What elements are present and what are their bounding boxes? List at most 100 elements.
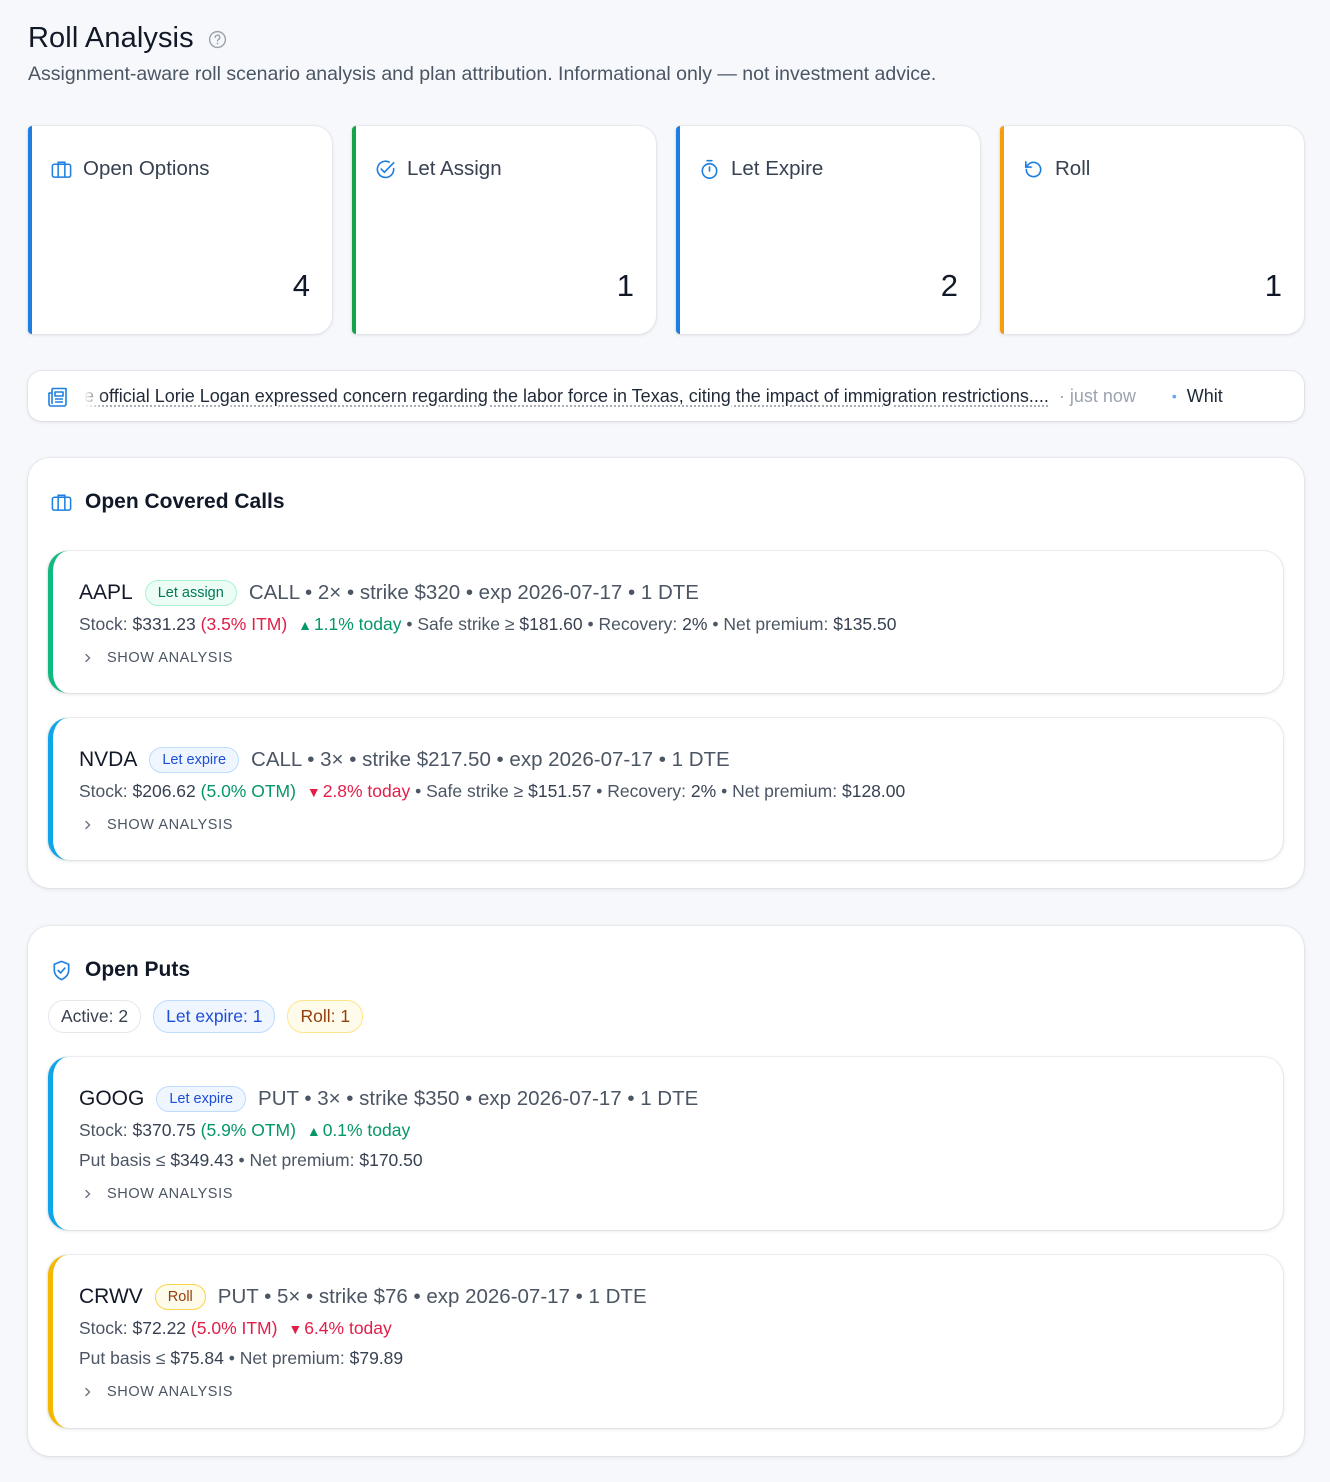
chip-let-expire[interactable]: Let expire: 1 bbox=[153, 1000, 276, 1033]
put-summary-chips: Active: 2 Let expire: 1 Roll: 1 bbox=[48, 1000, 364, 1033]
recovery-value: 2% bbox=[690, 781, 717, 801]
chip-roll[interactable]: Roll: 1 bbox=[287, 1000, 364, 1033]
up-arrow-icon: ▲ bbox=[298, 617, 312, 633]
stock-price: $370.75 bbox=[132, 1120, 196, 1140]
chip-value: 1 bbox=[340, 1006, 351, 1026]
daily-change: 6.4% today bbox=[304, 1318, 392, 1338]
ticker-time: · just now bbox=[1058, 385, 1136, 406]
net-premium-label: • Net premium: bbox=[721, 781, 838, 801]
chip-value: 1 bbox=[252, 1006, 263, 1026]
show-analysis-label: SHOW ANALYSIS bbox=[107, 1384, 233, 1400]
show-analysis-label: SHOW ANALYSIS bbox=[107, 817, 233, 833]
contract-description: PUT • 3× • strike $350 • exp 2026-07-17 … bbox=[258, 1087, 699, 1110]
symbol: CRWV bbox=[79, 1285, 143, 1308]
stock-line: Stock: $370.75 (5.9% OTM) ▲ 0.1% today bbox=[79, 1120, 410, 1141]
chip-label: Roll: bbox=[300, 1006, 336, 1026]
chevron-right-icon bbox=[85, 820, 91, 830]
stock-line: Stock: $206.62 (5.0% OTM) ▼ 2.8% today • … bbox=[79, 781, 905, 802]
chip-label: Let expire: bbox=[166, 1006, 248, 1026]
stock-label: Stock: bbox=[79, 614, 128, 634]
safe-strike-label: • Safe strike ≥ bbox=[406, 614, 515, 634]
recovery-label: • Recovery: bbox=[596, 781, 687, 801]
covered-calls-panel: Open Covered Calls AAPL Let assign CALL … bbox=[28, 458, 1304, 888]
stat-card-roll[interactable]: Roll 1 bbox=[1000, 126, 1304, 334]
plan-badge: Let expire bbox=[149, 747, 240, 773]
ticker-track: serve official Lorie Logan expressed con… bbox=[84, 371, 1284, 421]
stopwatch-icon bbox=[701, 159, 718, 179]
position-card-aapl: AAPL Let assign CALL • 2× • strike $320 … bbox=[48, 551, 1283, 693]
stock-price: $72.22 bbox=[132, 1318, 187, 1338]
net-premium-value: $79.89 bbox=[349, 1348, 404, 1368]
stat-label: Open Options bbox=[83, 157, 210, 180]
open-puts-panel: Open Puts Active: 2 Let expire: 1 Roll: … bbox=[28, 926, 1304, 1456]
ticker-headline[interactable]: serve official Lorie Logan expressed con… bbox=[84, 385, 1049, 406]
put-basis-label: Put basis ≤ bbox=[79, 1348, 166, 1368]
net-premium-value: $128.00 bbox=[841, 781, 906, 801]
contract-description: PUT • 5× • strike $76 • exp 2026-07-17 •… bbox=[217, 1285, 647, 1308]
net-premium-label: • Net premium: bbox=[228, 1348, 345, 1368]
section-title: Open Covered Calls bbox=[85, 490, 285, 513]
net-premium-value: $135.50 bbox=[833, 614, 897, 634]
chevron-right-icon bbox=[85, 1387, 91, 1397]
daily-change: 0.1% today bbox=[322, 1120, 411, 1140]
stat-value: 4 bbox=[292, 268, 310, 303]
stat-label: Let Assign bbox=[407, 157, 502, 180]
stat-value: 1 bbox=[616, 268, 634, 303]
stat-label: Let Expire bbox=[731, 157, 824, 180]
contract-description: CALL • 2× • strike $320 • exp 2026-07-17… bbox=[248, 581, 699, 604]
newspaper-icon bbox=[48, 387, 67, 407]
shield-check-icon bbox=[53, 960, 70, 980]
contract-description: CALL • 3× • strike $217.50 • exp 2026-07… bbox=[251, 748, 730, 771]
chip-value: 2 bbox=[118, 1006, 129, 1026]
ticker-separator: • bbox=[1171, 388, 1177, 404]
stat-value: 2 bbox=[940, 268, 958, 303]
put-basis-label: Put basis ≤ bbox=[79, 1150, 166, 1170]
briefcase-icon bbox=[51, 494, 72, 511]
symbol: GOOG bbox=[79, 1087, 145, 1110]
plan-badge: Roll bbox=[154, 1284, 206, 1310]
net-premium-label: • Net premium: bbox=[712, 614, 829, 634]
show-analysis-label: SHOW ANALYSIS bbox=[107, 650, 233, 666]
daily-change: 2.8% today bbox=[322, 781, 411, 801]
page-title: Roll Analysis bbox=[28, 22, 194, 54]
stat-label: Roll bbox=[1055, 157, 1091, 180]
moneyness: (5.0% ITM) bbox=[190, 1318, 278, 1338]
news-ticker[interactable]: serve official Lorie Logan expressed con… bbox=[28, 371, 1304, 421]
stock-label: Stock: bbox=[79, 1318, 128, 1338]
stat-card-let-expire[interactable]: Let Expire 2 bbox=[676, 126, 980, 334]
show-analysis-toggle[interactable]: SHOW ANALYSIS bbox=[83, 650, 233, 666]
safe-strike-label: • Safe strike ≥ bbox=[415, 781, 524, 801]
put-basis-value: $349.43 bbox=[170, 1150, 234, 1170]
recovery-value: 2% bbox=[682, 614, 708, 634]
stock-line: Stock: $331.23 (3.5% ITM) ▲ 1.1% today • … bbox=[79, 614, 897, 635]
safe-strike-value: $151.57 bbox=[528, 781, 592, 801]
ticker-next-headline[interactable]: Whit bbox=[1186, 385, 1223, 406]
stock-price: $331.23 bbox=[132, 614, 196, 634]
help-icon[interactable] bbox=[208, 30, 227, 49]
stat-card-open-options[interactable]: Open Options 4 bbox=[28, 126, 332, 334]
moneyness: (5.9% OTM) bbox=[200, 1120, 296, 1140]
briefcase-icon bbox=[51, 161, 72, 178]
net-premium-label: • Net premium: bbox=[238, 1150, 355, 1170]
position-card-crwv: CRWV Roll PUT • 5× • strike $76 • exp 20… bbox=[48, 1255, 1283, 1428]
symbol: NVDA bbox=[79, 748, 138, 771]
stat-cards: Open Options 4 Let Assign 1 Let Expire 2 bbox=[28, 126, 1304, 334]
show-analysis-toggle[interactable]: SHOW ANALYSIS bbox=[83, 1384, 233, 1400]
stock-label: Stock: bbox=[79, 781, 128, 801]
chip-active[interactable]: Active: 2 bbox=[48, 1000, 142, 1033]
net-premium-value: $170.50 bbox=[359, 1150, 423, 1170]
stat-card-let-assign[interactable]: Let Assign 1 bbox=[352, 126, 656, 334]
chip-label: Active: bbox=[61, 1006, 114, 1026]
daily-change: 1.1% today bbox=[313, 614, 402, 634]
check-circle-icon bbox=[376, 159, 395, 178]
symbol: AAPL bbox=[79, 581, 133, 604]
stat-value: 1 bbox=[1264, 268, 1282, 303]
position-card-goog: GOOG Let expire PUT • 3× • strike $350 •… bbox=[48, 1057, 1283, 1230]
chevron-right-icon bbox=[85, 653, 91, 663]
show-analysis-toggle[interactable]: SHOW ANALYSIS bbox=[83, 1186, 233, 1202]
show-analysis-toggle[interactable]: SHOW ANALYSIS bbox=[83, 817, 233, 833]
down-arrow-icon: ▼ bbox=[288, 1321, 303, 1337]
section-title: Open Puts bbox=[85, 958, 191, 981]
undo-icon bbox=[1025, 160, 1042, 177]
stock-price: $206.62 bbox=[132, 781, 196, 801]
